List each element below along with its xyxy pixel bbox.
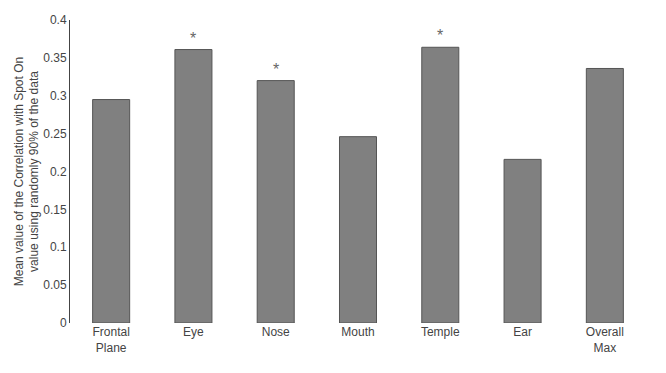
svg-text:Eye: Eye <box>183 325 204 339</box>
svg-text:0.05: 0.05 <box>43 278 67 292</box>
svg-text:0.25: 0.25 <box>43 127 67 141</box>
svg-text:Ear: Ear <box>513 325 532 339</box>
svg-text:0.35: 0.35 <box>43 51 67 65</box>
svg-text:0: 0 <box>60 316 67 330</box>
svg-text:*: * <box>190 30 196 47</box>
svg-text:0.15: 0.15 <box>43 203 67 217</box>
svg-text:0.4: 0.4 <box>50 13 67 27</box>
svg-text:0.3: 0.3 <box>50 89 67 103</box>
svg-text:*: * <box>273 61 279 78</box>
svg-text:0.1: 0.1 <box>50 240 67 254</box>
svg-text:Mean value of the Correlation: Mean value of the Correlation with Spot … <box>12 57 42 286</box>
svg-text:FrontalPlane: FrontalPlane <box>92 325 129 355</box>
svg-text:Mouth: Mouth <box>341 325 374 339</box>
svg-text:OverallMax: OverallMax <box>586 325 624 355</box>
svg-text:*: * <box>437 27 443 44</box>
svg-text:Temple: Temple <box>421 325 460 339</box>
svg-text:0.2: 0.2 <box>50 165 67 179</box>
svg-text:Nose: Nose <box>262 325 290 339</box>
